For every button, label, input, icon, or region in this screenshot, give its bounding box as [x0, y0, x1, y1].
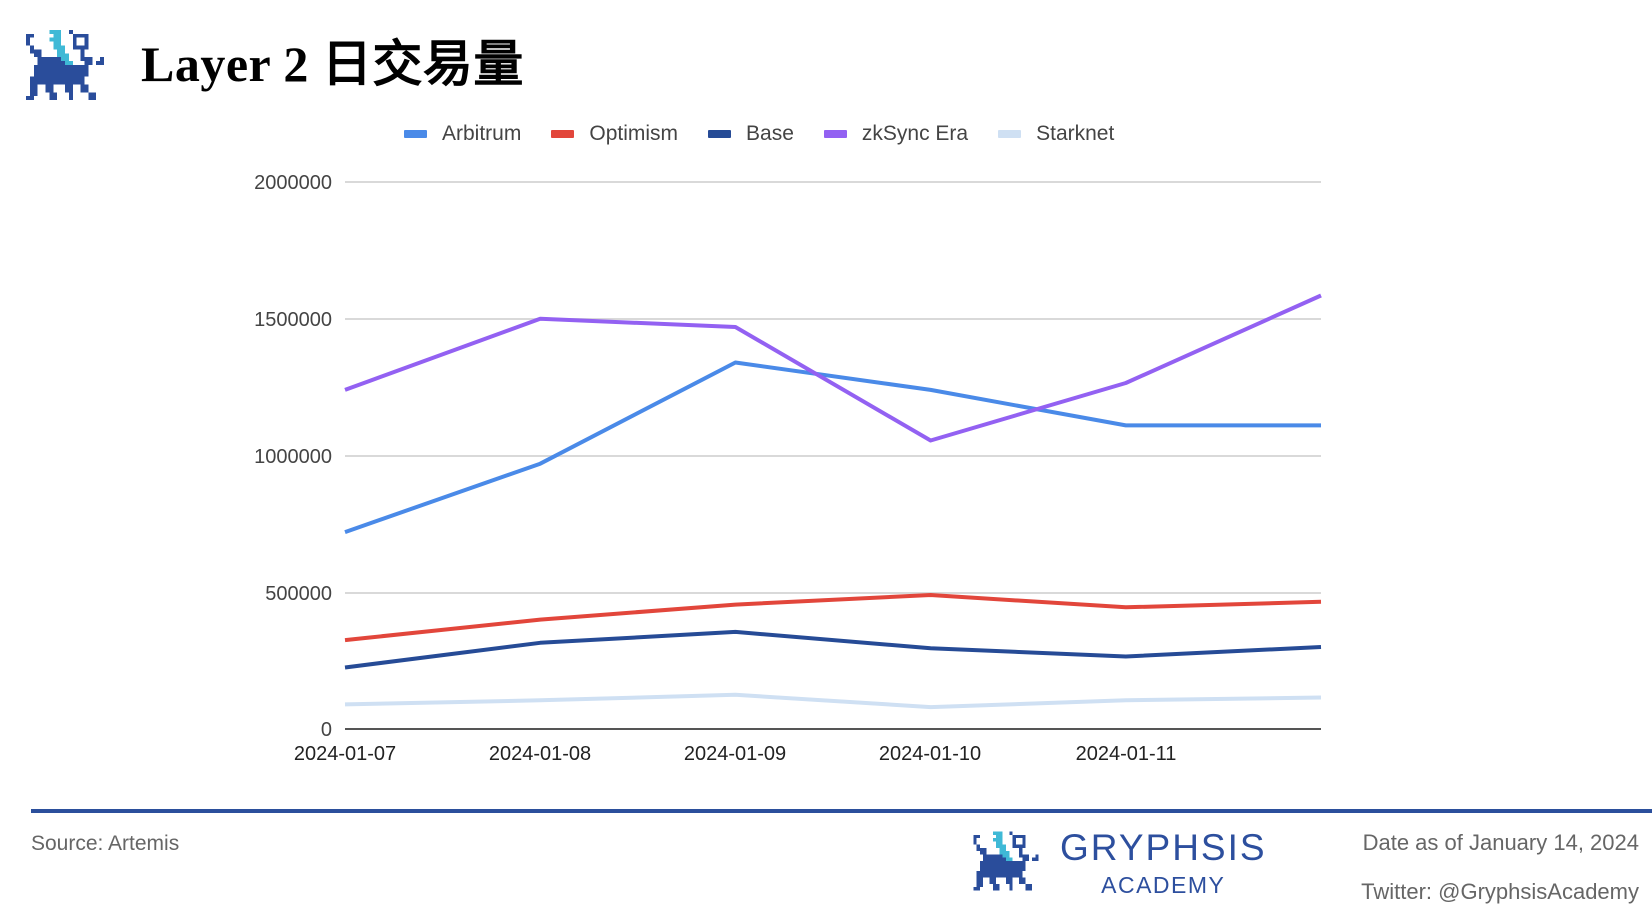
legend-label: Base	[746, 122, 794, 145]
legend-swatch-icon	[551, 130, 575, 138]
series-line-base[interactable]	[344, 629, 1322, 670]
series-line-zksync-era[interactable]	[344, 293, 1322, 443]
x-axis-labels: 2024-01-07 2024-01-08 2024-01-09 2024-01…	[294, 743, 1177, 765]
brand-name: GRYPHSIS	[1060, 827, 1267, 868]
x-tick-label: 2024-01-11	[1076, 743, 1177, 765]
legend-label: Starknet	[1036, 122, 1115, 145]
footer-divider	[31, 809, 1652, 813]
x-tick-label: 2024-01-09	[684, 743, 786, 765]
y-axis-labels: 2000000 1500000 1000000 500000 0	[254, 172, 332, 741]
date-text: Date as of January 14, 2024	[1362, 830, 1639, 855]
series-line-starknet[interactable]	[344, 692, 1322, 710]
legend-label: Optimism	[589, 122, 679, 145]
y-tick-label: 1500000	[254, 309, 332, 331]
y-tick-label: 1000000	[254, 446, 332, 468]
legend-item-zksync-era[interactable]: zkSync Era	[823, 122, 969, 146]
series-line-arbitrum[interactable]	[344, 360, 1321, 534]
series-lines	[344, 293, 1322, 710]
gryphon-logo-icon	[973, 831, 1039, 891]
y-tick-label: 0	[321, 719, 332, 741]
legend-item-optimism[interactable]: Optimism	[551, 122, 678, 146]
x-tick-label: 2024-01-08	[489, 743, 591, 765]
legend-item-starknet[interactable]: Starknet	[998, 122, 1114, 146]
legend-label: Arbitrum	[442, 122, 522, 145]
twitter-handle: Twitter: @GryphsisAcademy	[1361, 879, 1639, 904]
brand-subtitle: ACADEMY	[1101, 872, 1226, 898]
legend-item-arbitrum[interactable]: Arbitrum	[404, 122, 521, 146]
brand-wordmark: GRYPHSIS ACADEMY	[1060, 827, 1267, 899]
page-title: Layer 2 日交易量	[141, 36, 524, 92]
legend-swatch-icon	[404, 130, 427, 138]
chart-legend: Arbitrum Optimism Base zkSync Era Starkn…	[404, 122, 1144, 146]
y-tick-label: 2000000	[254, 172, 332, 194]
line-chart: 2000000 1500000 1000000 500000 0 2024-01…	[254, 172, 1322, 765]
legend-swatch-icon	[708, 130, 732, 138]
x-tick-label: 2024-01-07	[294, 743, 396, 765]
legend-swatch-icon	[998, 130, 1022, 138]
x-tick-label: 2024-01-10	[879, 743, 981, 765]
source-text: Source: Artemis	[31, 832, 180, 855]
gryphon-logo-icon	[26, 29, 104, 101]
legend-item-base[interactable]: Base	[708, 122, 794, 146]
gridlines	[345, 181, 1321, 594]
series-line-optimism[interactable]	[344, 593, 1322, 643]
y-tick-label: 500000	[265, 583, 332, 605]
legend-swatch-icon	[823, 130, 847, 138]
legend-label: zkSync Era	[861, 122, 969, 145]
